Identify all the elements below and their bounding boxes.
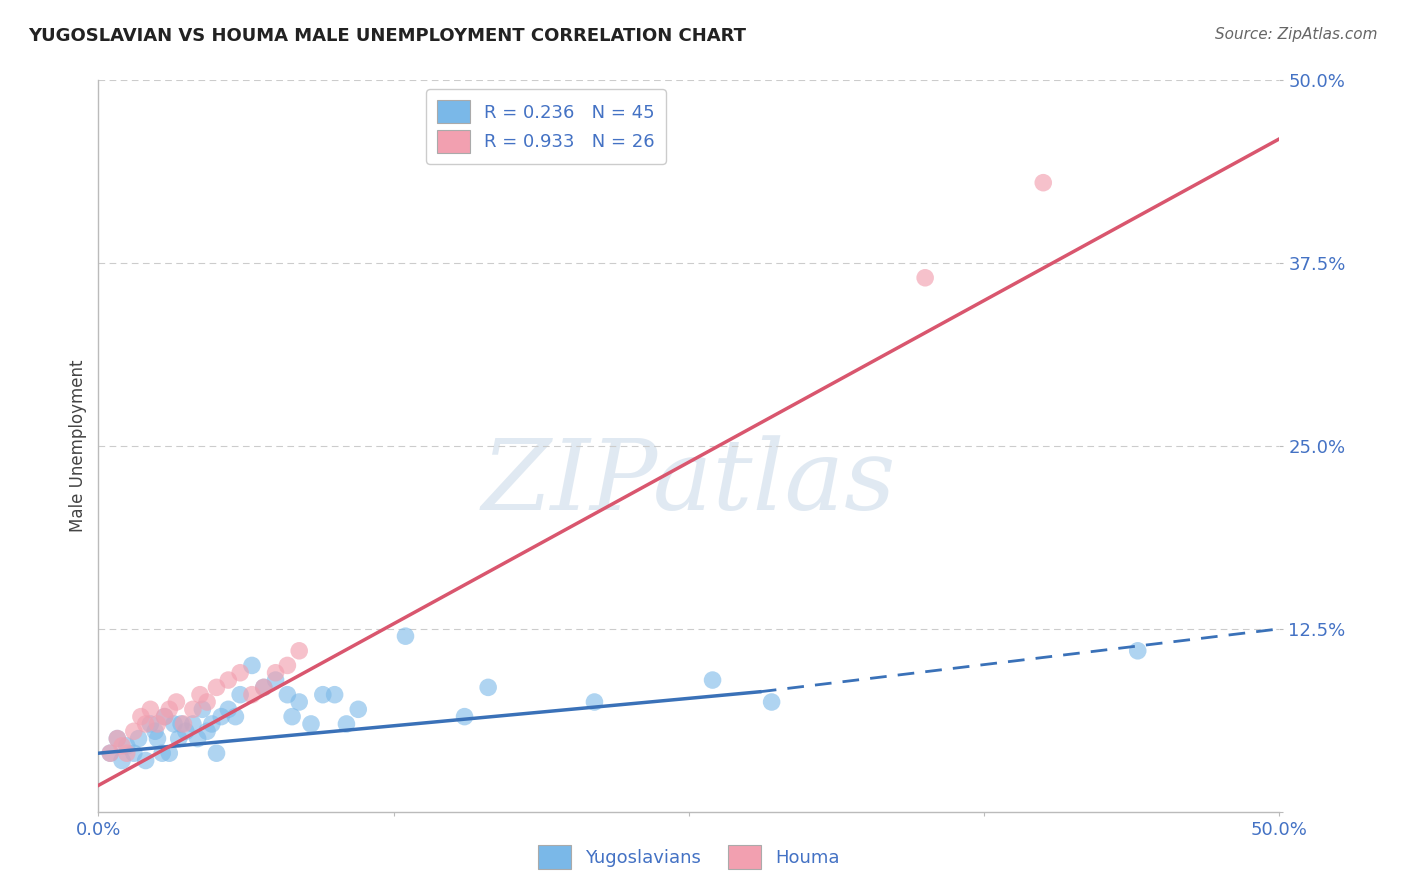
Point bbox=[181, 702, 204, 716]
Point bbox=[276, 688, 298, 702]
Point bbox=[146, 731, 169, 746]
Point bbox=[98, 746, 121, 760]
Point bbox=[394, 629, 416, 643]
Point bbox=[129, 709, 152, 723]
Point bbox=[288, 695, 311, 709]
Point bbox=[201, 717, 224, 731]
Point bbox=[122, 746, 145, 760]
Point bbox=[229, 688, 252, 702]
Point bbox=[167, 731, 190, 746]
Point bbox=[453, 709, 475, 723]
Point bbox=[115, 739, 138, 753]
Point bbox=[253, 681, 276, 695]
Point bbox=[299, 717, 322, 731]
Point bbox=[111, 754, 134, 768]
Point bbox=[583, 695, 606, 709]
Point bbox=[172, 717, 194, 731]
Text: ZIPatlas: ZIPatlas bbox=[482, 435, 896, 530]
Point bbox=[139, 717, 162, 731]
Point bbox=[153, 709, 176, 723]
Point bbox=[122, 724, 145, 739]
Point bbox=[276, 658, 298, 673]
Point bbox=[205, 681, 228, 695]
Point bbox=[170, 717, 193, 731]
Point bbox=[115, 746, 138, 760]
Point bbox=[139, 702, 162, 716]
Point bbox=[217, 673, 239, 687]
Point bbox=[191, 702, 214, 716]
Point bbox=[143, 724, 166, 739]
Point bbox=[312, 688, 335, 702]
Point bbox=[195, 695, 218, 709]
Point bbox=[288, 644, 311, 658]
Y-axis label: Male Unemployment: Male Unemployment bbox=[69, 359, 87, 533]
Point bbox=[224, 709, 246, 723]
Point bbox=[264, 665, 287, 680]
Point bbox=[914, 270, 936, 285]
Point bbox=[111, 739, 134, 753]
Point bbox=[229, 665, 252, 680]
Point bbox=[1032, 176, 1054, 190]
Point bbox=[209, 709, 232, 723]
Point bbox=[761, 695, 783, 709]
Legend: Yugoslavians, Houma: Yugoslavians, Houma bbox=[531, 838, 846, 876]
Point bbox=[135, 717, 157, 731]
Point bbox=[150, 746, 173, 760]
Point bbox=[163, 717, 186, 731]
Point bbox=[165, 695, 187, 709]
Point bbox=[105, 731, 128, 746]
Point bbox=[264, 673, 287, 687]
Point bbox=[1126, 644, 1149, 658]
Text: YUGOSLAVIAN VS HOUMA MALE UNEMPLOYMENT CORRELATION CHART: YUGOSLAVIAN VS HOUMA MALE UNEMPLOYMENT C… bbox=[28, 27, 747, 45]
Point bbox=[157, 702, 180, 716]
Point bbox=[135, 754, 157, 768]
Point bbox=[187, 731, 209, 746]
Point bbox=[477, 681, 499, 695]
Point bbox=[253, 681, 276, 695]
Point bbox=[181, 717, 204, 731]
Point bbox=[347, 702, 370, 716]
Point bbox=[128, 731, 150, 746]
Point bbox=[323, 688, 346, 702]
Point bbox=[105, 731, 128, 746]
Point bbox=[281, 709, 304, 723]
Point bbox=[240, 658, 263, 673]
Point bbox=[240, 688, 263, 702]
Point bbox=[205, 746, 228, 760]
Point bbox=[98, 746, 121, 760]
Point bbox=[702, 673, 724, 687]
Point bbox=[174, 724, 197, 739]
Text: Source: ZipAtlas.com: Source: ZipAtlas.com bbox=[1215, 27, 1378, 42]
Point bbox=[157, 746, 180, 760]
Point bbox=[217, 702, 239, 716]
Point bbox=[153, 709, 176, 723]
Point bbox=[188, 688, 211, 702]
Point bbox=[146, 717, 169, 731]
Point bbox=[335, 717, 357, 731]
Point bbox=[195, 724, 218, 739]
